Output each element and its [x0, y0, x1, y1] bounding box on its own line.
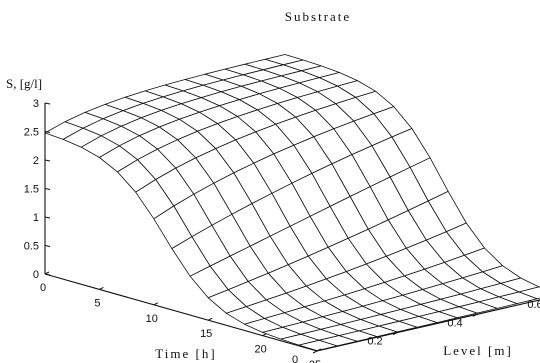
x-tick-mark-3 — [207, 317, 213, 321]
z-axis-label: S, [g/l] — [6, 76, 42, 91]
x-axis-label: Time [h] — [155, 346, 216, 361]
z-tick-mark-3 — [44, 188, 51, 190]
tick-labels: 0 0.5 1 1.5 2 2.5 3 0 5 10 15 20 25 0 0.2 0.4 0.6 — [24, 98, 540, 363]
x-axis-line — [44, 273, 318, 352]
z-tick-label-1: 0.5 — [24, 241, 39, 253]
y-tick-label-1: 0.2 — [367, 336, 382, 348]
y-axis-label: Level [m] — [443, 343, 513, 358]
x-tick-mark-0 — [44, 271, 50, 275]
z-tick-label-3: 1.5 — [24, 184, 39, 196]
x-tick-label-1: 5 — [94, 297, 100, 309]
y-tick-mark-1 — [392, 332, 398, 336]
x-tick-label-5: 25 — [309, 359, 321, 363]
surface-mesh — [44, 54, 540, 352]
x-tick-mark-1 — [99, 286, 104, 290]
y-tick-mark-0 — [312, 350, 318, 354]
x-tick-mark-5 — [316, 348, 322, 352]
z-tick-mark-4 — [44, 159, 51, 162]
chart-title: Substrate — [285, 9, 351, 24]
y-tick-label-2: 0.4 — [447, 317, 462, 329]
y-tick-label-0: 0 — [292, 354, 298, 363]
z-tick-mark-0 — [44, 273, 51, 276]
z-tick-label-0: 0 — [33, 269, 39, 281]
z-tick-label-6: 3 — [33, 98, 39, 110]
x-tick-mark-4 — [262, 333, 267, 337]
y-axis-line — [316, 299, 540, 352]
z-tick-mark-2 — [44, 216, 51, 219]
z-tick-mark-1 — [44, 245, 51, 247]
y-tick-label-3: 0.6 — [527, 299, 540, 311]
z-tick-label-2: 1 — [33, 212, 39, 224]
z-tick-label-4: 2 — [33, 155, 39, 167]
x-tick-label-3: 15 — [200, 328, 212, 340]
z-tick-mark-6 — [44, 102, 51, 105]
y-tick-mark-2 — [472, 313, 478, 317]
x-tick-mark-2 — [153, 302, 159, 306]
x-tick-label-0: 0 — [40, 282, 46, 294]
z-tick-mark-5 — [44, 131, 51, 133]
z-tick-label-5: 2.5 — [24, 127, 39, 139]
x-tick-label-4: 20 — [254, 344, 266, 356]
x-tick-label-2: 10 — [146, 313, 158, 325]
